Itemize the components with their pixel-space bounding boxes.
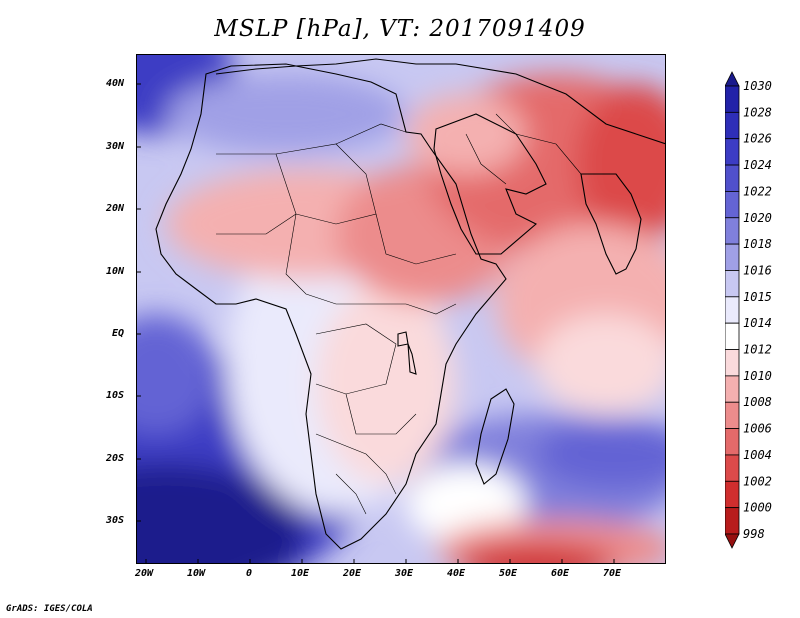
colorbar-top-arrow — [725, 71, 740, 87]
coastlines — [155, 58, 666, 550]
colorbar-label: 1016 — [743, 263, 772, 277]
colorbar-label: 1004 — [743, 448, 772, 462]
lon-label-10e: 10E — [291, 568, 310, 579]
colorbar-label: 1026 — [743, 132, 772, 146]
lon-label-20w: 20W — [135, 568, 154, 579]
colorbar-label: 998 — [743, 527, 765, 541]
lon-label-30e: 30E — [395, 568, 414, 579]
credit-label: GrADS: IGES/COLA — [6, 604, 93, 614]
colorbar-label: 1018 — [743, 237, 772, 251]
lon-label-70e: 70E — [603, 568, 622, 579]
colorbar-segment — [725, 507, 740, 535]
lat-label-30s: 30S — [106, 515, 125, 526]
lat-label-30n: 30N — [106, 141, 125, 152]
colorbar: 1030 1028 1026 1024 1022 1020 1018 1016 1015 1014… — [725, 71, 772, 549]
lat-label-20n: 20N — [106, 203, 125, 214]
lat-label-eq: EQ — [112, 328, 125, 339]
lon-label-10w: 10W — [187, 568, 206, 579]
colorbar-label: 1022 — [743, 184, 772, 198]
lat-label-10s: 10S — [106, 390, 125, 401]
lon-label-40e: 40E — [447, 568, 466, 579]
colorbar-segment — [725, 217, 740, 245]
colorbar-segment — [725, 428, 740, 456]
colorbar-segment — [725, 375, 740, 403]
mslp-map — [136, 54, 666, 564]
colorbar-label: 1015 — [743, 290, 772, 304]
colorbar-segment — [725, 191, 740, 219]
chart-title: MSLP [hPa], VT: 2017091409 — [214, 16, 586, 42]
colorbar-segment — [725, 164, 740, 192]
colorbar-segment — [725, 480, 740, 509]
tick-marks — [136, 83, 615, 564]
lon-label-0: 0 — [246, 568, 253, 579]
colorbar-label: 1010 — [743, 369, 772, 383]
lon-label-20e: 20E — [343, 568, 362, 579]
borders — [216, 113, 582, 515]
colorbar-segment — [725, 401, 740, 429]
colorbar-label: 1024 — [743, 158, 772, 172]
colorbar-segment — [725, 454, 740, 482]
lat-label-40n: 40N — [106, 78, 125, 89]
colorbar-segment — [725, 138, 740, 166]
colorbar-label: 1014 — [743, 316, 772, 330]
lat-label-10n: 10N — [106, 266, 125, 277]
colorbar-label: 1006 — [743, 422, 772, 436]
colorbar-segment — [725, 111, 740, 140]
lon-label-60e: 60E — [551, 568, 570, 579]
colorbar-segment — [725, 322, 740, 350]
colorbar-segment — [725, 270, 740, 298]
colorbar-bottom-arrow — [725, 533, 740, 549]
colorbar-segment — [725, 243, 740, 271]
colorbar-label: 1030 — [743, 79, 772, 93]
colorbar-segment — [725, 85, 740, 113]
lat-label-20s: 20S — [106, 453, 125, 464]
colorbar-label: 1020 — [743, 211, 772, 225]
lon-label-50e: 50E — [499, 568, 518, 579]
colorbar-label: 1002 — [743, 474, 772, 488]
colorbar-label: 1012 — [743, 343, 772, 357]
map-frame — [136, 54, 666, 564]
colorbar-segment — [725, 296, 740, 324]
colorbar-segment — [725, 349, 740, 377]
colorbar-label: 1000 — [743, 501, 772, 515]
colorbar-label: 1028 — [743, 105, 772, 119]
colorbar-label: 1008 — [743, 395, 772, 409]
